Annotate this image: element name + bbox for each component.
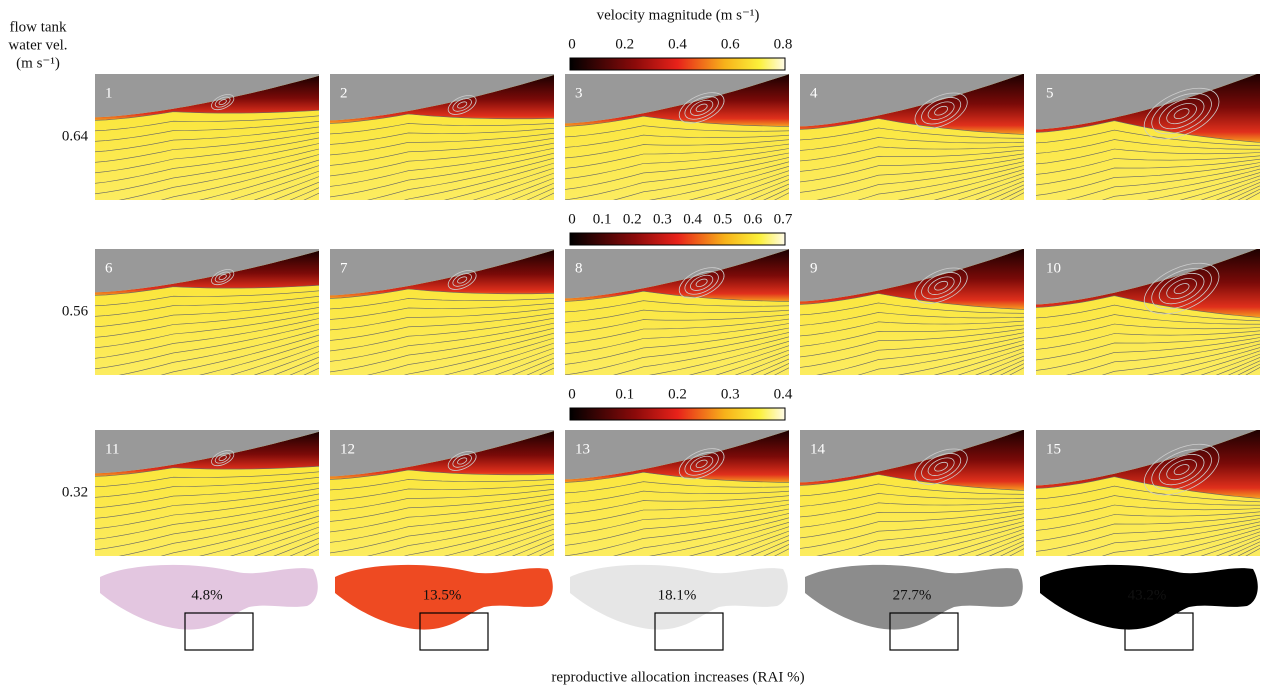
rai-label: 43.2% xyxy=(1128,587,1167,603)
flow-panel: 1 xyxy=(95,74,319,278)
colorbar-tick-label: 0.6 xyxy=(743,211,762,227)
panel-number: 7 xyxy=(340,260,348,276)
colorbar-tick-label: 0.2 xyxy=(615,36,634,52)
panel-number: 8 xyxy=(575,260,583,276)
colorbar xyxy=(570,408,785,420)
panel-number: 15 xyxy=(1046,441,1061,457)
colorbar-tick-label: 0.7 xyxy=(774,211,793,227)
panel-number: 6 xyxy=(105,260,113,276)
panel-number: 14 xyxy=(810,441,826,457)
panel-content xyxy=(800,248,1024,461)
panel-number: 13 xyxy=(575,441,590,457)
flow-panel: 7 xyxy=(330,249,554,456)
colorbar xyxy=(570,58,785,70)
fish: 18.1% xyxy=(570,565,788,650)
fish: 43.2% xyxy=(1040,565,1258,650)
rai-label: 18.1% xyxy=(658,587,697,603)
panel-number: 5 xyxy=(1046,85,1054,101)
y-axis-label: (m s⁻¹) xyxy=(16,55,60,71)
colorbar-tick-label: 0.6 xyxy=(721,36,740,52)
colorbar-tick-label: 0.1 xyxy=(615,386,634,402)
rai-label: 4.8% xyxy=(191,587,222,603)
panel-number: 11 xyxy=(105,441,119,457)
flow-panel: 8 xyxy=(565,249,789,459)
panel-number: 2 xyxy=(340,85,348,101)
colorbar-title: velocity magnitude (m s⁻¹) xyxy=(597,7,760,23)
flow-panel: 6 xyxy=(95,249,319,453)
colorbar-tick-label: 0.5 xyxy=(713,211,732,227)
row-label: 0.64 xyxy=(62,128,89,144)
colorbar-tick-label: 0.2 xyxy=(623,211,642,227)
colorbar-tick-label: 0 xyxy=(568,386,576,402)
colorbar xyxy=(570,233,785,245)
y-axis-label: water vel. xyxy=(8,37,67,53)
panel-content xyxy=(330,249,554,456)
panel-number: 4 xyxy=(810,85,818,101)
colorbar-tick-label: 0 xyxy=(568,36,576,52)
colorbar-tick-label: 0.3 xyxy=(653,211,672,227)
colorbar-tick-label: 0.4 xyxy=(668,36,687,52)
row-label: 0.56 xyxy=(62,303,89,319)
rai-label: 13.5% xyxy=(423,587,462,603)
colorbar-tick-label: 0.4 xyxy=(774,386,793,402)
panel-number: 9 xyxy=(810,260,818,276)
colorbar-tick-label: 0.3 xyxy=(721,386,740,402)
fish: 27.7% xyxy=(805,565,1023,650)
fish: 4.8% xyxy=(100,565,318,650)
colorbar-tick-label: 0.2 xyxy=(668,386,687,402)
panel-content xyxy=(95,74,319,278)
y-axis-label: flow tank xyxy=(9,19,67,35)
panel-number: 3 xyxy=(575,85,583,101)
panel-content xyxy=(565,249,789,459)
flow-panel: 9 xyxy=(800,248,1024,461)
panel-content xyxy=(95,249,319,453)
colorbar-tick-label: 0 xyxy=(568,211,576,227)
row-label: 0.32 xyxy=(62,484,88,500)
colorbar-tick-label: 0.4 xyxy=(683,211,702,227)
rai-label: 27.7% xyxy=(893,587,932,603)
caption: reproductive allocation increases (RAI %… xyxy=(551,669,804,685)
colorbar-tick-label: 0.1 xyxy=(593,211,612,227)
panel-number: 1 xyxy=(105,85,113,101)
colorbar-tick-label: 0.8 xyxy=(774,36,793,52)
figure: velocity magnitude (m s⁻¹) flow tank wat… xyxy=(0,0,1263,690)
panel-number: 12 xyxy=(340,441,355,457)
panel-number: 10 xyxy=(1046,260,1061,276)
fish: 13.5% xyxy=(335,565,553,650)
